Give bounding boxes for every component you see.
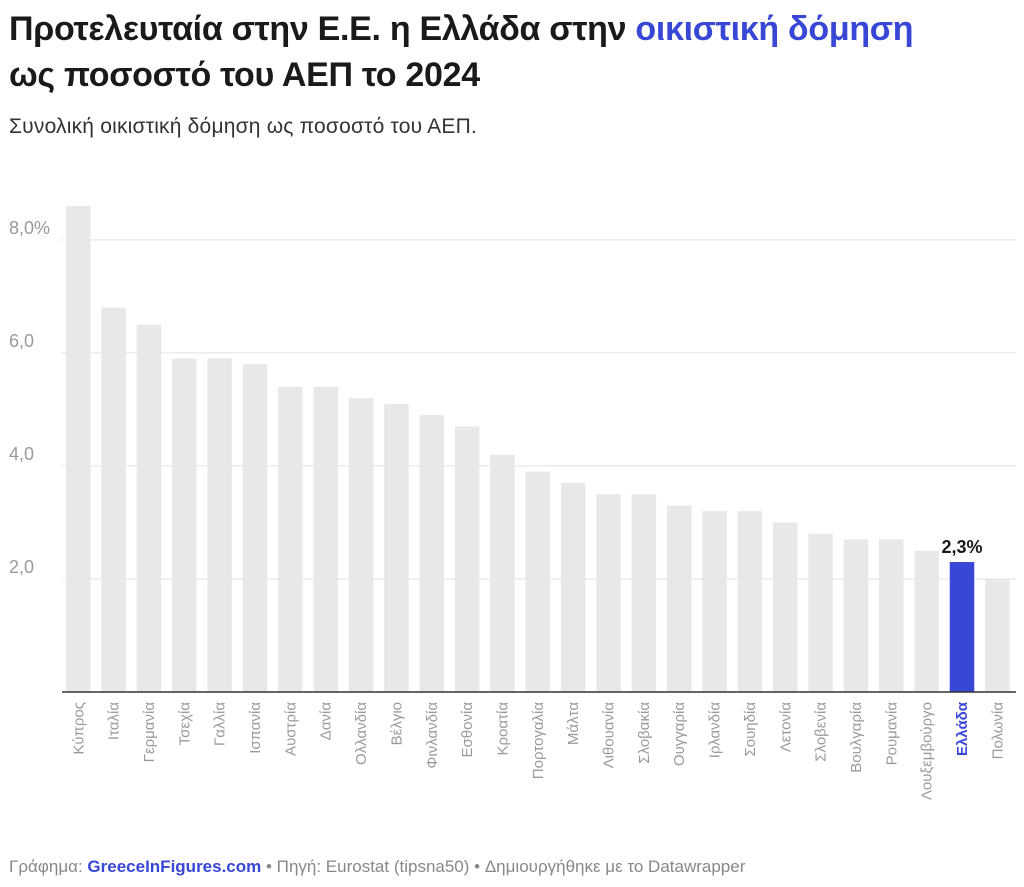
highlight-value-label: 2,3% (941, 537, 982, 557)
category-labels: Κύπρος Ιταλία Γερμανία Τσεχία Γαλλία Ισπανία Α… (70, 701, 1006, 800)
grid-lines: 2,0 4,0 6,0 8,0% (9, 218, 1016, 580)
footer: Γράφημα: GreeceInFigures.com • Πηγή: Eur… (9, 855, 745, 879)
bar (66, 205, 91, 692)
bar (419, 415, 444, 692)
category-label: Ελλάδα (954, 701, 971, 756)
category-label: Βουλγαρία (848, 702, 865, 773)
category-label: Λιθουανία (601, 702, 618, 769)
bar (136, 324, 162, 692)
category-label: Κύπρος (70, 702, 87, 755)
category-label: Πολωνία (989, 702, 1006, 760)
category-label: Τσεχία (176, 702, 193, 746)
bar (985, 578, 1010, 692)
bar (914, 550, 939, 692)
bars: 2,3% (66, 205, 1010, 692)
bar-highlight (949, 562, 975, 692)
category-label: Λετονία (777, 702, 794, 753)
bar (773, 522, 798, 692)
bar (560, 482, 586, 692)
category-label: Πορτογαλία (530, 702, 547, 780)
bar (879, 539, 904, 692)
bar (702, 511, 727, 692)
category-label: Σλοβακία (636, 702, 653, 764)
category-label: Φινλανδία (424, 702, 441, 769)
footer-source: • Πηγή: Eurostat (tipsna50) • Δημιουργήθ… (261, 857, 746, 876)
bar (278, 386, 303, 692)
bar (737, 511, 763, 692)
y-tick-label: 6,0 (9, 331, 34, 351)
bar (631, 494, 657, 692)
y-tick-label: 2,0 (9, 557, 34, 577)
title-highlight: οικιστική δόμηση (635, 10, 914, 48)
category-label: Ιρλανδία (707, 702, 724, 759)
category-label: Κροατία (494, 702, 511, 756)
category-label: Ιταλία (106, 702, 123, 740)
category-label: Αυστρία (282, 702, 299, 756)
category-label: Γερμανία (141, 702, 158, 763)
category-label: Ολλανδία (353, 702, 370, 765)
category-label: Εσθονία (459, 702, 476, 758)
footer-prefix: Γράφημα: (9, 857, 88, 876)
title-part2: ως ποσοστό του ΑΕΠ το 2024 (9, 56, 480, 94)
bar (843, 539, 869, 692)
bar (666, 505, 692, 692)
category-label: Ισπανία (247, 702, 264, 754)
chart-title: Προτελευταία στην Ε.Ε. η Ελλάδα στην οικ… (9, 6, 1019, 98)
bar (384, 403, 409, 692)
bar (313, 386, 338, 692)
bar (808, 533, 833, 692)
category-label: Γαλλία (212, 702, 229, 746)
bar (172, 358, 197, 692)
title-part1: Προτελευταία στην Ε.Ε. η Ελλάδα στην (9, 10, 636, 48)
category-label: Βέλγιο (388, 702, 405, 745)
bar (348, 398, 374, 692)
bar (596, 494, 621, 692)
bar (242, 364, 268, 692)
category-label: Ρουμανία (883, 702, 900, 766)
footer-brand-link[interactable]: GreeceInFigures.com (87, 857, 262, 876)
bar (490, 454, 515, 692)
bar (525, 471, 551, 692)
category-label: Λουξεμβούργο (919, 702, 936, 800)
category-label: Σουηδία (742, 702, 759, 757)
category-label: Δανία (318, 702, 335, 741)
bar (207, 358, 232, 692)
y-tick-label: 4,0 (9, 444, 34, 464)
y-tick-label: 8,0% (9, 218, 50, 238)
category-label: Ουγγαρία (671, 702, 688, 766)
chart-subtitle: Συνολική οικιστική δόμηση ως ποσοστό του… (9, 115, 477, 138)
bar-chart: 2,0 4,0 6,0 8,0% 2,3% Κύπρος Ιταλία Γερμανία Τ… (9, 205, 1016, 800)
bar (454, 426, 480, 692)
category-label: Μάλτα (565, 702, 582, 745)
bar (101, 307, 126, 692)
category-label: Σλοβενία (813, 702, 830, 762)
